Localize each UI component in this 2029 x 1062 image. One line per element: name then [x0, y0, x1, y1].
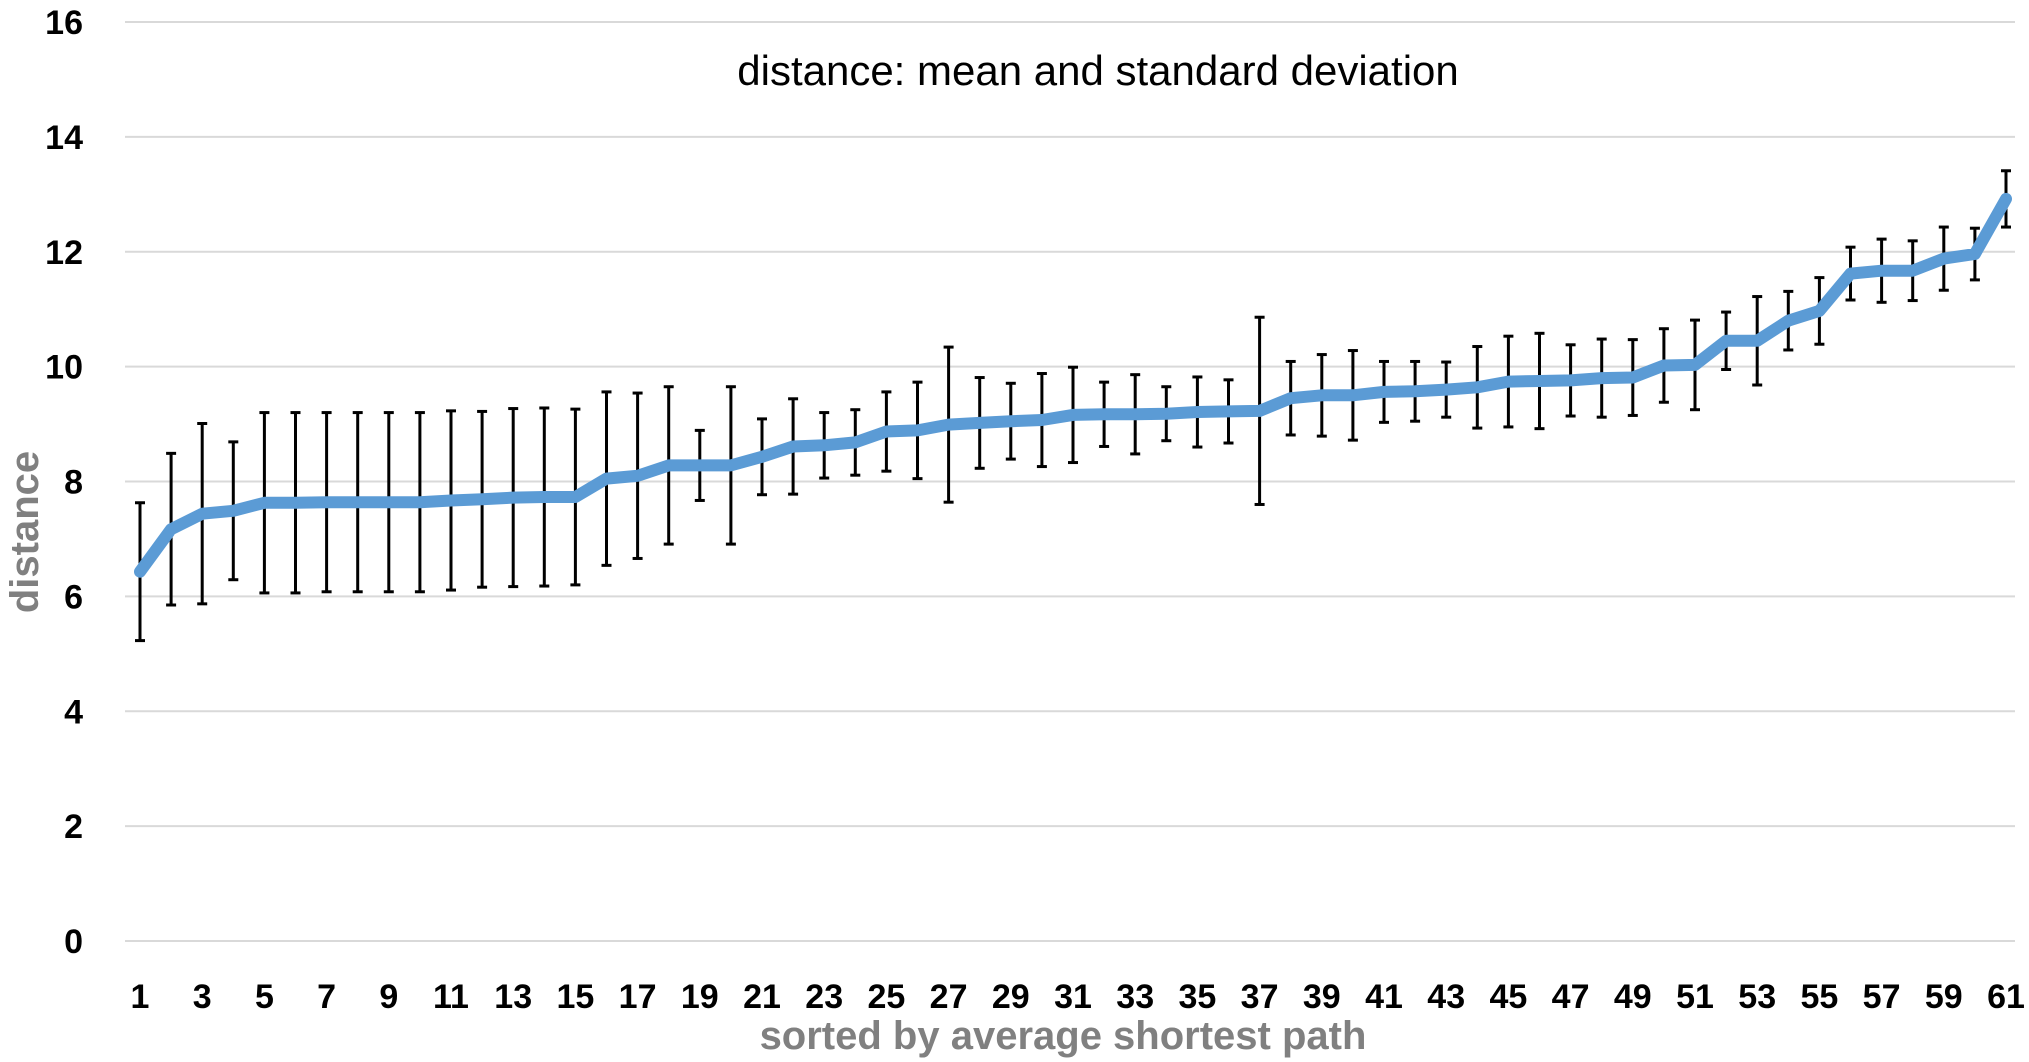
x-tick-labels: 1 3 5 7 9 11 13 15 17 19 21 23 25 27 29 31 33 35 37 39 41 43 4… [131, 978, 2025, 1016]
y-tick-label: 8 [64, 464, 83, 502]
x-tick-label: 1 [131, 978, 150, 1016]
x-tick-label: 27 [930, 978, 968, 1016]
x-tick-label: 7 [317, 978, 336, 1016]
x-tick-label: 47 [1552, 978, 1590, 1016]
x-tick-label: 51 [1676, 978, 1714, 1016]
y-tick-label: 2 [64, 808, 83, 846]
x-tick-label: 11 [433, 978, 469, 1016]
x-tick-label: 21 [743, 978, 781, 1016]
error-bars [135, 169, 2011, 643]
x-tick-label: 61 [1987, 978, 2025, 1016]
y-tick-label: 10 [45, 349, 83, 387]
x-tick-label: 43 [1427, 978, 1465, 1016]
x-tick-label: 55 [1800, 978, 1838, 1016]
x-tick-label: 49 [1614, 978, 1652, 1016]
series-line-layer [134, 192, 2012, 578]
y-tick-label: 12 [45, 234, 83, 272]
x-tick-label: 19 [681, 978, 719, 1016]
x-tick-label: 53 [1738, 978, 1776, 1016]
x-tick-label: 41 [1365, 978, 1403, 1016]
x-tick-label: 25 [867, 978, 905, 1016]
x-axis-title: sorted by average shortest path [760, 1014, 1367, 1058]
y-tick-label: 4 [64, 693, 83, 731]
x-tick-label: 9 [379, 978, 398, 1016]
x-tick-label: 29 [992, 978, 1030, 1016]
y-tick-label: 16 [45, 4, 83, 42]
y-tick-label: 6 [64, 578, 83, 616]
x-tick-label: 39 [1303, 978, 1341, 1016]
x-tick-label: 13 [494, 978, 532, 1016]
x-tick-label: 5 [255, 978, 274, 1016]
mean-series-line [134, 192, 2012, 578]
chart-title: distance: mean and standard deviation [737, 47, 1459, 94]
x-tick-label: 23 [805, 978, 843, 1016]
x-tick-label: 37 [1241, 978, 1279, 1016]
x-tick-label: 35 [1178, 978, 1216, 1016]
x-tick-label: 33 [1116, 978, 1154, 1016]
y-axis-title: distance [3, 451, 47, 613]
x-tick-label: 45 [1489, 978, 1527, 1016]
x-tick-label: 57 [1863, 978, 1901, 1016]
x-tick-label: 59 [1925, 978, 1963, 1016]
x-tick-label: 31 [1054, 978, 1092, 1016]
gridlines [125, 21, 2015, 942]
x-tick-label: 15 [556, 978, 594, 1016]
y-tick-label: 14 [45, 119, 83, 157]
y-tick-labels: 0 2 4 6 8 10 12 14 16 [45, 4, 83, 961]
y-tick-label: 0 [64, 923, 83, 961]
x-tick-label: 3 [193, 978, 212, 1016]
x-tick-label: 17 [619, 978, 657, 1016]
